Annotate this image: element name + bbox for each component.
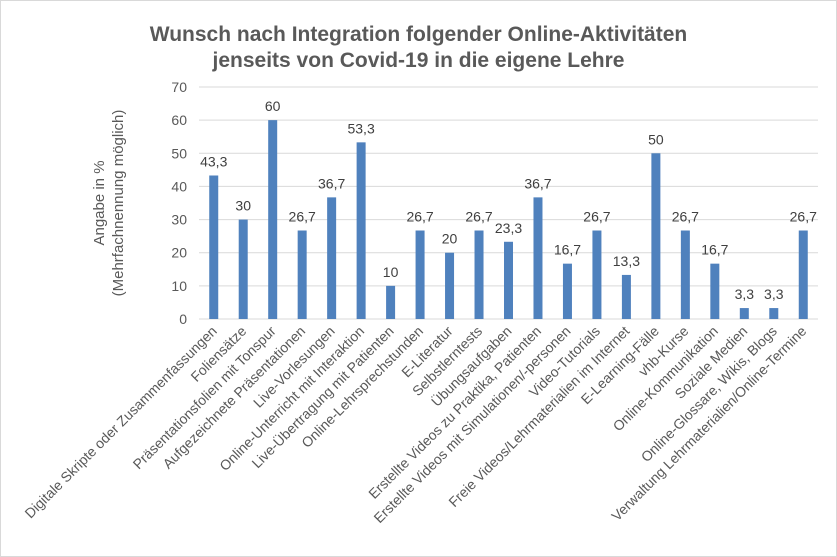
y-tick-label: 40 bbox=[171, 178, 187, 194]
data-label: 26,7 bbox=[406, 209, 433, 225]
y-axis-title-line-1: Angabe in % bbox=[91, 160, 108, 245]
data-label: 16,7 bbox=[554, 242, 581, 258]
bar bbox=[297, 230, 307, 319]
bar bbox=[474, 230, 484, 319]
data-label: 60 bbox=[265, 98, 281, 114]
data-label: 50 bbox=[648, 131, 664, 147]
y-tick-label: 50 bbox=[171, 145, 187, 161]
data-label: 3,3 bbox=[735, 286, 755, 302]
bar bbox=[592, 230, 602, 319]
data-label: 20 bbox=[442, 231, 458, 247]
bar bbox=[621, 274, 631, 319]
bar bbox=[651, 153, 661, 319]
data-label: 26,7 bbox=[465, 209, 492, 225]
data-labels: 43,3306026,736,753,31026,72026,723,336,7… bbox=[200, 98, 817, 302]
x-axis-categories: Digitale Skripte oder ZusammenfassungenF… bbox=[21, 322, 809, 526]
y-tick-label: 60 bbox=[171, 112, 187, 128]
bar bbox=[238, 219, 248, 319]
chart-title-line-1: Wunsch nach Integration folgender Online… bbox=[149, 23, 688, 46]
chart-title: Wunsch nach Integration folgender Online… bbox=[0, 22, 837, 74]
data-label: 26,7 bbox=[790, 209, 817, 225]
data-label: 23,3 bbox=[495, 220, 522, 236]
bar bbox=[445, 252, 455, 319]
bar bbox=[769, 308, 779, 319]
y-axis-title-line-2: (Mehrfachnennung möglich) bbox=[110, 110, 127, 297]
data-label: 36,7 bbox=[318, 175, 345, 191]
y-axis-title: Angabe in % (Mehrfachnennung möglich) bbox=[91, 110, 127, 297]
bar bbox=[209, 175, 219, 319]
y-tick-label: 0 bbox=[179, 311, 187, 327]
data-label: 26,7 bbox=[289, 209, 316, 225]
data-label: 16,7 bbox=[701, 242, 728, 258]
bar bbox=[268, 120, 278, 320]
bar bbox=[562, 263, 572, 319]
bar bbox=[356, 142, 366, 319]
data-label: 3,3 bbox=[764, 286, 784, 302]
bar bbox=[504, 241, 513, 319]
data-label: 26,7 bbox=[672, 209, 699, 225]
bar bbox=[798, 230, 808, 319]
bar bbox=[415, 230, 425, 319]
bar bbox=[710, 263, 720, 319]
y-tick-label: 30 bbox=[171, 212, 187, 228]
y-axis-ticks: 0 10 20 30 40 50 60 70 bbox=[171, 79, 187, 327]
data-label: 26,7 bbox=[583, 209, 610, 225]
data-label: 10 bbox=[383, 264, 399, 280]
bar bbox=[533, 197, 543, 319]
y-tick-label: 70 bbox=[171, 79, 187, 95]
data-label: 13,3 bbox=[613, 253, 640, 269]
y-tick-label: 10 bbox=[171, 278, 187, 294]
bar bbox=[327, 197, 337, 319]
data-label: 53,3 bbox=[347, 120, 374, 136]
bar bbox=[739, 308, 749, 319]
y-tick-label: 20 bbox=[171, 245, 187, 261]
bar bbox=[386, 285, 396, 319]
bar bbox=[680, 230, 690, 319]
bars bbox=[209, 120, 808, 320]
data-label: 36,7 bbox=[524, 175, 551, 191]
data-label: 43,3 bbox=[200, 153, 227, 169]
chart-title-line-2: jenseits von Covid-19 in die eigene Lehr… bbox=[212, 49, 625, 72]
data-label: 30 bbox=[235, 198, 251, 214]
